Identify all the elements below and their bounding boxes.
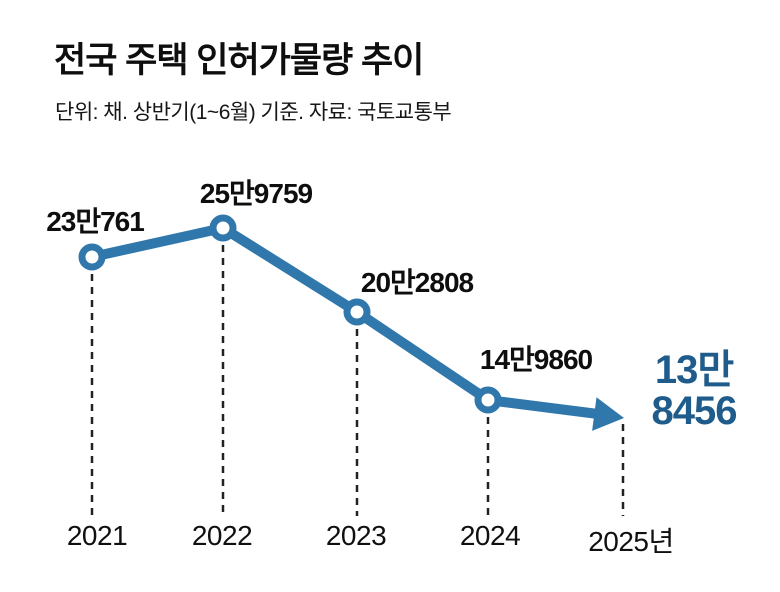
- value-label-2025-highlight: 13만 8456: [651, 348, 738, 434]
- marker-2024: [474, 386, 502, 414]
- value-label-2025-line2: 8456: [651, 389, 738, 434]
- axis-label-2021: 2021: [66, 520, 128, 551]
- value-label-2021: 23만761: [46, 206, 145, 237]
- marker-2022: [209, 214, 237, 242]
- marker-2021: [78, 243, 106, 271]
- axis-label-2023: 2023: [325, 520, 387, 551]
- value-label-2022: 25만9759: [199, 178, 313, 209]
- chart-unit-source: 단위: 채. 상반기(1~6월) 기준. 자료: 국토교통부: [55, 101, 452, 124]
- value-label-2025-line1: 13만: [654, 348, 734, 392]
- axis-label-2022: 2022: [191, 520, 253, 551]
- axis-label-2024: 2024: [459, 520, 521, 551]
- marker-2023: [343, 298, 371, 326]
- trend-arrowhead-icon: [592, 397, 624, 431]
- value-label-2024: 14만9860: [479, 344, 593, 375]
- chart-title: 전국 주택 인허가물량 추이: [54, 41, 424, 80]
- axis-label-2025: 2025년: [588, 526, 674, 557]
- value-label-2023: 20만2808: [360, 267, 474, 298]
- trend-line: [87, 223, 603, 419]
